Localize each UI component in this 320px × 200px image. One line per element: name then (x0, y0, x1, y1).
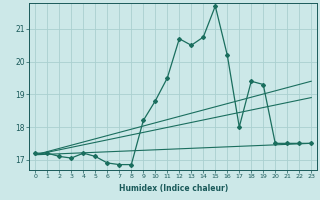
X-axis label: Humidex (Indice chaleur): Humidex (Indice chaleur) (119, 184, 228, 193)
